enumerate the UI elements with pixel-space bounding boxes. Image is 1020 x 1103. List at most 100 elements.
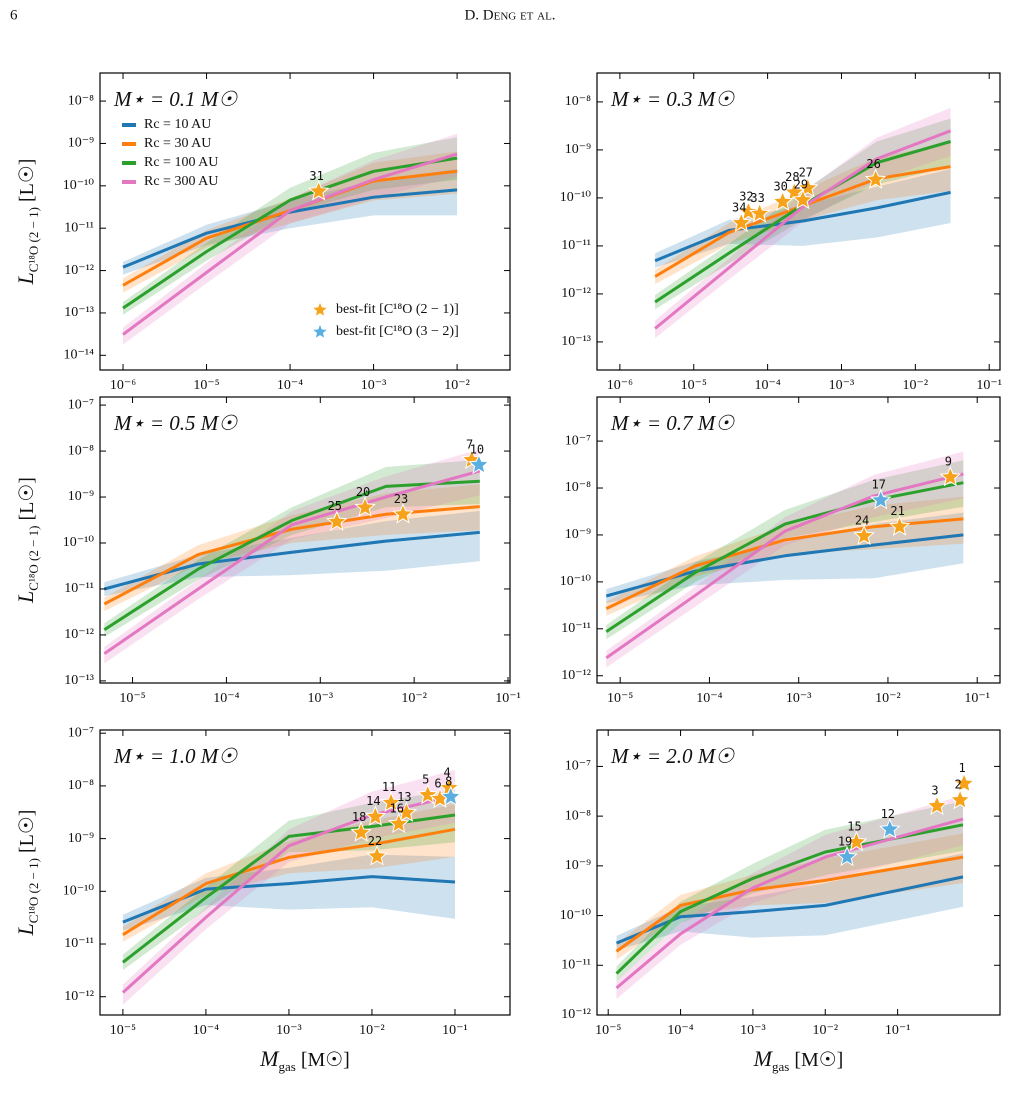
band	[616, 801, 963, 982]
y-tick-label: 10⁻⁹	[68, 489, 94, 504]
x-tick-label: 10⁻³	[786, 691, 812, 706]
band	[123, 151, 458, 293]
star-label: 11	[382, 780, 396, 794]
star-label: 1	[959, 761, 966, 775]
line	[654, 129, 952, 330]
plot-area	[100, 397, 510, 683]
line	[103, 479, 480, 631]
star-marker	[395, 801, 418, 822]
y-tick-label: 10⁻¹⁰	[560, 908, 592, 923]
y-axis-label: LC¹⁸O (2 − 1) [L☉]	[13, 810, 41, 937]
panel-title: M⋆ = 0.3 M☉	[610, 87, 735, 111]
label-subscript: C¹⁸O (2 − 1)	[26, 525, 41, 590]
band	[104, 449, 480, 664]
star-marker	[350, 821, 372, 842]
x-tick-label: 10⁻⁵	[110, 1023, 136, 1038]
running-title: D. Deng et al.	[464, 7, 555, 23]
line	[615, 875, 964, 945]
legend-star	[311, 300, 329, 318]
band	[122, 770, 456, 1005]
x-tick-label: 10⁻¹	[885, 1023, 911, 1038]
y-axis-label: LC¹⁸O (2 − 1) [L☉]	[13, 159, 41, 286]
x-tick-label: 10⁻³	[361, 378, 387, 393]
label-unit: [M☉]	[794, 1049, 843, 1071]
x-tick-label: 10⁻³	[307, 691, 333, 706]
star-marker	[392, 502, 414, 524]
x-tick-label: 10⁻³	[740, 1023, 766, 1038]
x-tick-label: 10⁻⁴	[193, 1023, 219, 1038]
y-axis-label: LC¹⁸O (2 − 1) [L☉]	[13, 477, 41, 604]
y-tick-label: 10⁻¹⁴	[64, 348, 95, 363]
star-label: 28	[785, 170, 799, 184]
star-label: 21	[890, 504, 904, 518]
x-tick-label: 10⁻⁴	[696, 691, 722, 706]
star-marker	[737, 200, 760, 222]
star-marker	[326, 510, 348, 531]
star-marker	[953, 772, 975, 793]
star-marker	[949, 788, 971, 810]
band	[123, 133, 458, 345]
y-tick-label: 10⁻⁹	[565, 527, 591, 542]
star-marker	[440, 785, 462, 806]
label-unit: [L☉]	[16, 810, 38, 853]
star-marker	[869, 488, 892, 510]
star-marker	[380, 791, 402, 812]
legend-star	[311, 322, 329, 340]
star-label: 2	[954, 778, 961, 792]
y-tick-label: 10⁻¹³	[561, 334, 591, 349]
page-number: 6	[10, 7, 18, 23]
x-tick-label: 10⁻²	[359, 1023, 385, 1038]
y-tick-label: 10⁻¹²	[561, 668, 591, 683]
y-tick-label: 10⁻¹⁰	[63, 884, 95, 899]
panel-title: M⋆ = 2.0 M☉	[610, 744, 735, 768]
panel-title: M⋆ = 0.5 M☉	[113, 411, 238, 435]
x-tick-label: 10⁻⁵	[119, 691, 145, 706]
star-label: 20	[356, 485, 370, 499]
line	[103, 469, 481, 655]
x-tick-label: 10⁻¹	[495, 691, 521, 706]
band	[655, 118, 951, 310]
star-label: 7	[466, 437, 473, 451]
star-label: 32	[739, 189, 753, 203]
y-tick-label: 10⁻⁸	[565, 94, 591, 109]
label-subscript: gas	[772, 1059, 789, 1074]
star-label: 26	[866, 157, 880, 171]
panel-title: M⋆ = 0.7 M☉	[610, 411, 735, 435]
line	[615, 817, 964, 990]
line	[605, 481, 964, 633]
panel-title: M⋆ = 1.0 M☉	[113, 744, 238, 768]
x-tick-label: 10⁻¹	[976, 378, 1002, 393]
frame	[99, 396, 511, 684]
plot-area	[100, 73, 510, 370]
star-marker	[468, 453, 490, 475]
band	[123, 169, 458, 275]
plot-area	[597, 397, 1000, 683]
y-tick-label: 10⁻⁷	[565, 433, 591, 448]
star-marker	[354, 496, 376, 517]
star-label: 18	[352, 810, 366, 824]
star-marker	[416, 783, 439, 805]
label-unit: [L☉]	[16, 159, 38, 202]
band	[606, 460, 964, 640]
band	[606, 451, 964, 668]
star-marker	[748, 202, 771, 223]
y-tick-label: 10⁻⁸	[68, 778, 94, 793]
frame	[596, 729, 1001, 1016]
x-tick-label: 10⁻²	[401, 691, 427, 706]
y-tick-label: 10⁻¹²	[64, 627, 94, 642]
x-tick-label: 10⁻⁵	[193, 378, 219, 393]
star-marker	[845, 830, 868, 852]
band	[616, 853, 963, 951]
label-symbol: M	[753, 1046, 774, 1071]
x-tick-label: 10⁻⁴	[277, 378, 303, 393]
star-marker	[366, 845, 388, 866]
x-tick-label: 10⁻²	[903, 378, 929, 393]
y-tick-label: 10⁻¹¹	[561, 238, 591, 253]
star-label: 16	[389, 801, 403, 815]
star-label: 14	[366, 794, 380, 808]
star-label: 33	[750, 191, 764, 205]
star-marker	[771, 190, 794, 211]
legend-label: Rc = 300 AU	[144, 174, 218, 189]
